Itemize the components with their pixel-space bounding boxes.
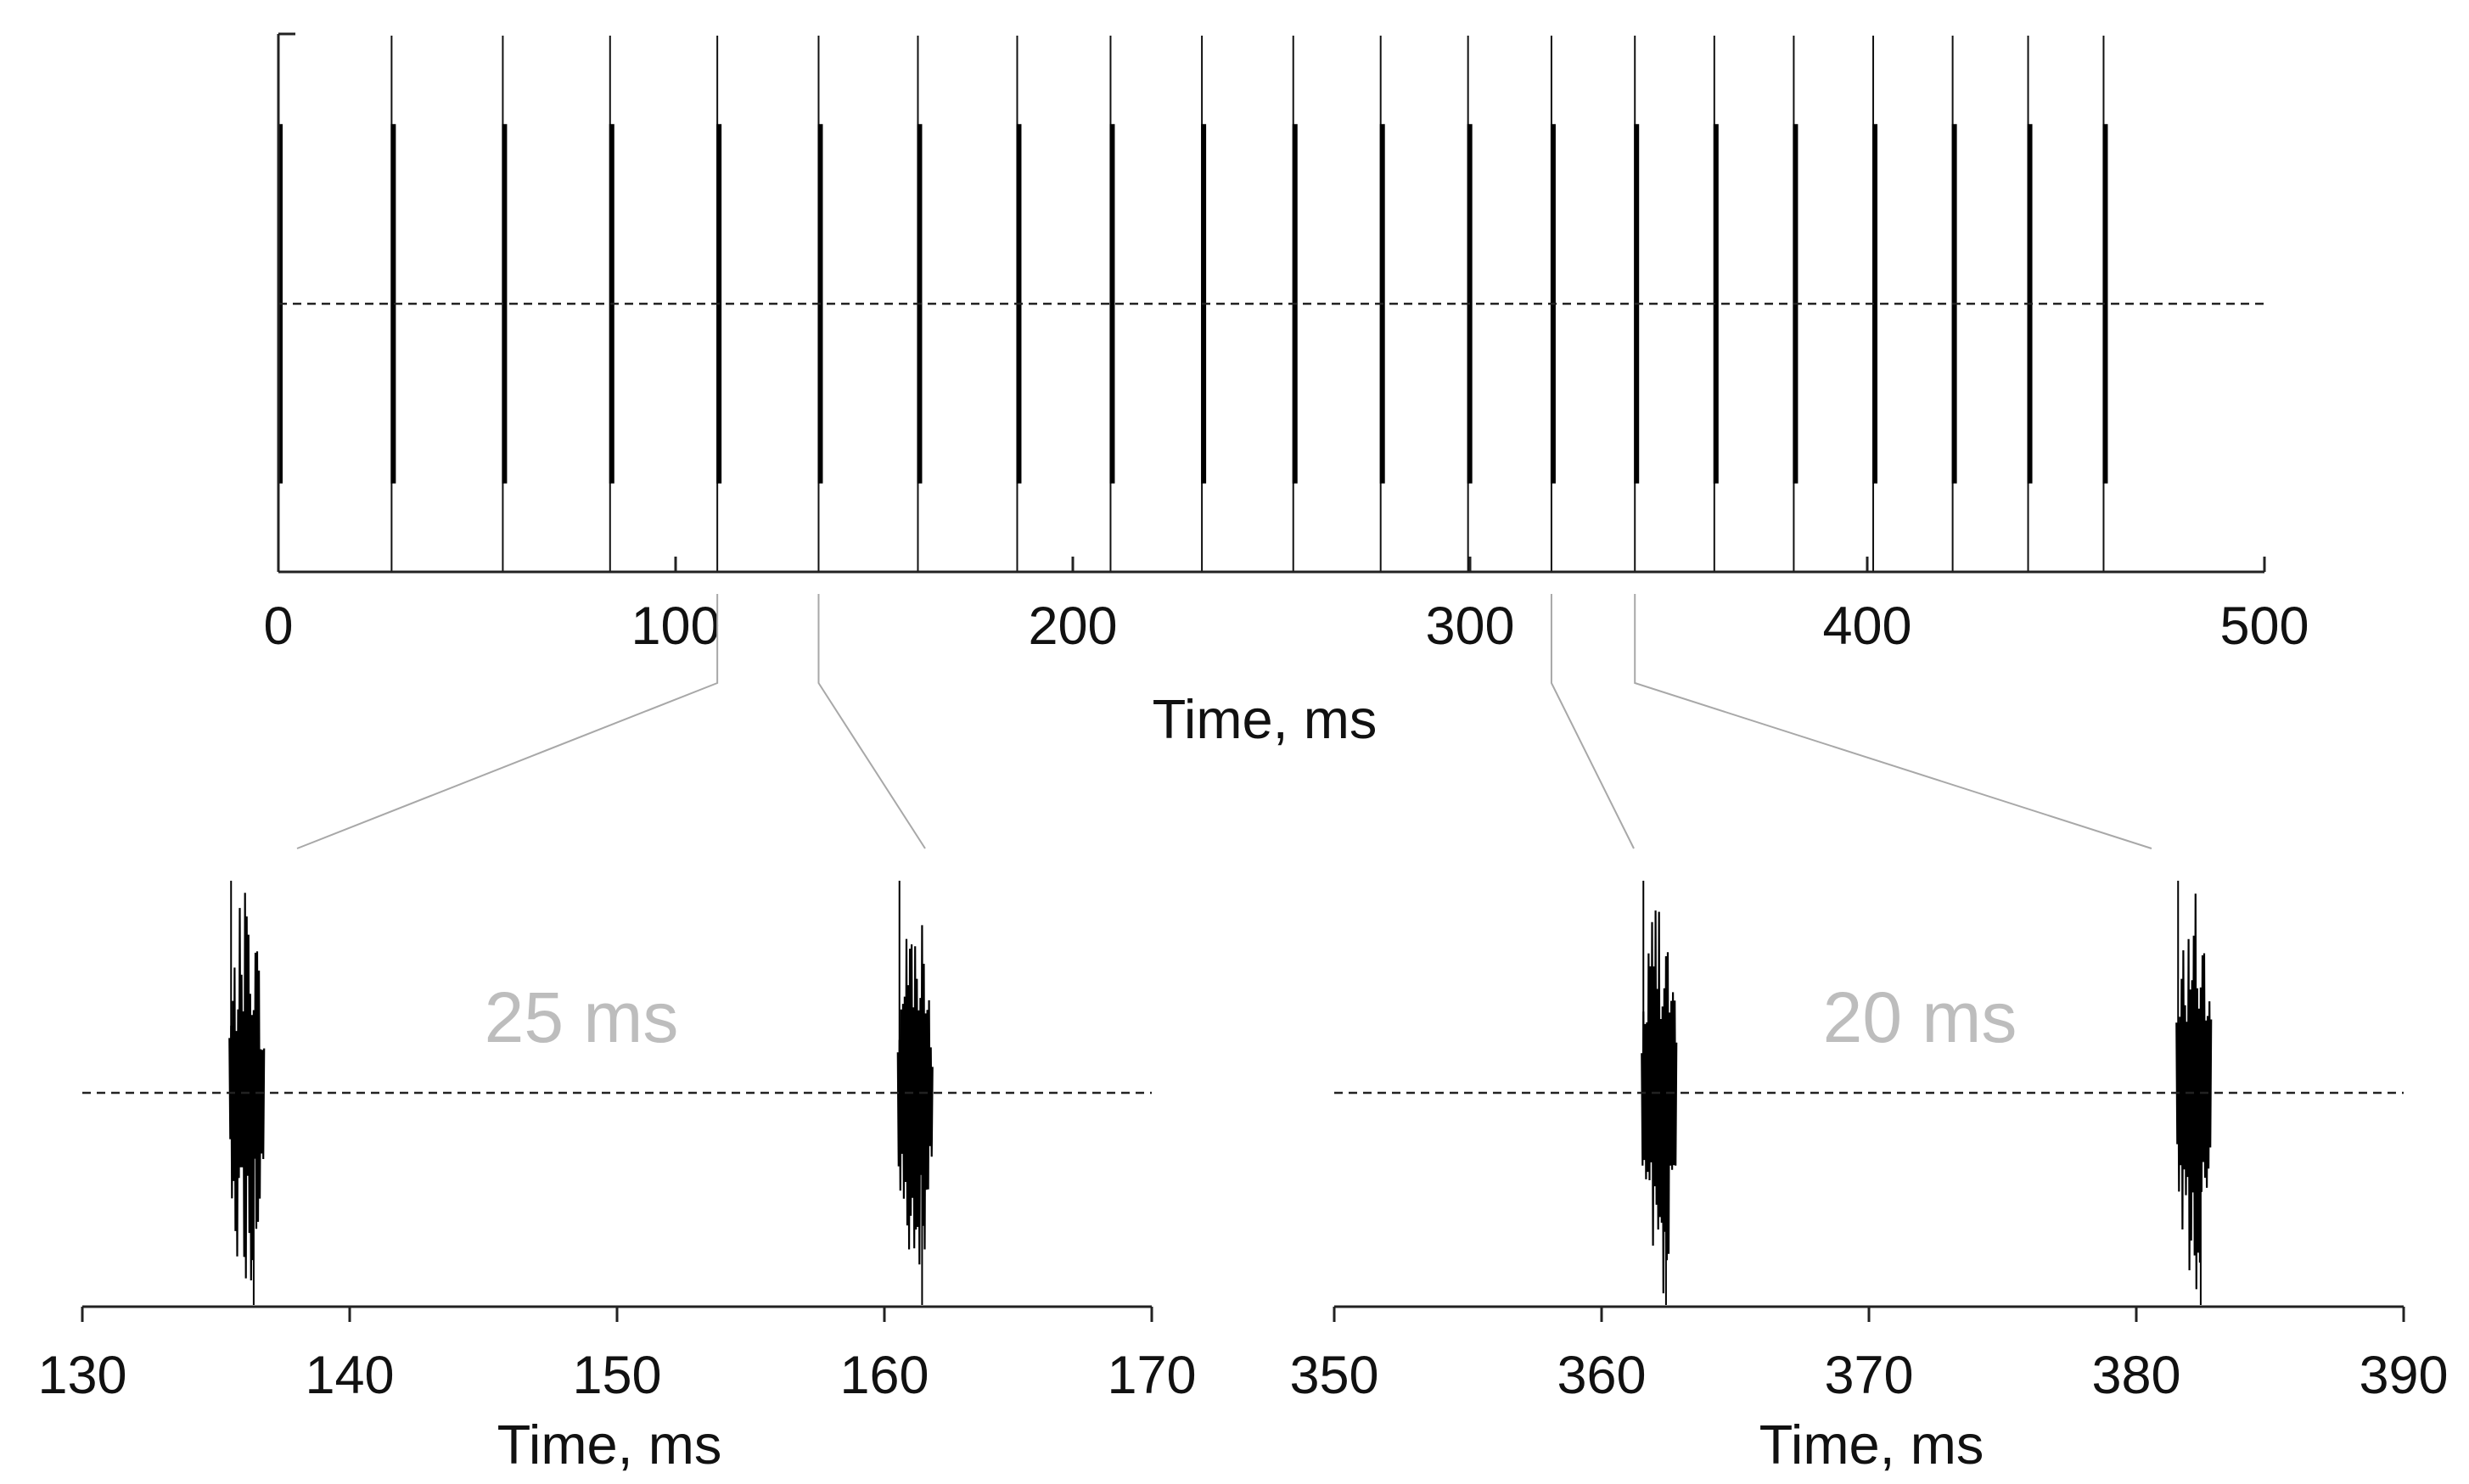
bottom-right-x-tick-label: 380	[2091, 1346, 2180, 1405]
bottom-left-burst	[896, 925, 934, 1265]
bottom-left-x-tick-label: 140	[305, 1346, 394, 1405]
top-x-tick-label: 300	[1425, 596, 1514, 656]
bottom-right-burst	[1641, 910, 1678, 1294]
bottom-left-x-tick-label: 160	[839, 1346, 929, 1405]
zoom-connector-line	[1550, 594, 1635, 849]
top-x-tick-label: 500	[2219, 596, 2309, 656]
top-x-ticks: 0 100 200 300 400 500	[263, 557, 2309, 656]
top-x-tick-label: 200	[1028, 596, 1117, 656]
zoom-connector-line	[817, 594, 926, 849]
bottom-right-chart: 350 360 370 380 390 20 ms Time, ms	[1289, 881, 2449, 1476]
bottom-left-chart: 130 140 150 160 170 25 ms Time, ms	[37, 881, 1197, 1476]
bottom-right-x-ticks: 350 360 370 380 390	[1289, 1307, 2449, 1405]
zoom-connectors	[296, 594, 2152, 849]
top-x-tick-label: 100	[631, 596, 720, 656]
bottom-left-x-ticks: 130 140 150 160 170	[37, 1307, 1197, 1405]
bottom-left-gap-label: 25 ms	[485, 977, 679, 1057]
bottom-left-x-axis-label: Time, ms	[497, 1414, 722, 1476]
bottom-left-spikes	[228, 881, 934, 1305]
top-x-tick-label: 0	[263, 596, 293, 656]
top-chart: 0 100 200 300 400 500 Time, ms	[263, 32, 2309, 750]
bottom-right-spikes	[1641, 881, 2213, 1305]
top-x-tick-label: 400	[1822, 596, 1911, 656]
bottom-right-x-axis-label: Time, ms	[1759, 1414, 1984, 1476]
bottom-right-x-tick-label: 350	[1289, 1346, 1378, 1405]
zoom-connector-line	[296, 594, 719, 849]
bottom-right-x-tick-label: 390	[2359, 1346, 2448, 1405]
top-x-axis-label: Time, ms	[1153, 688, 1378, 750]
bottom-right-burst	[2175, 893, 2213, 1290]
bottom-left-x-tick-label: 130	[37, 1346, 126, 1405]
bottom-right-x-tick-label: 360	[1557, 1346, 1646, 1405]
bottom-left-x-tick-label: 170	[1107, 1346, 1196, 1405]
bottom-right-x-tick-label: 370	[1824, 1346, 1913, 1405]
bottom-left-x-tick-label: 150	[572, 1346, 661, 1405]
bottom-left-burst	[228, 893, 266, 1281]
bottom-right-gap-label: 20 ms	[1823, 977, 2017, 1057]
zoom-connector-line	[1634, 594, 2152, 849]
